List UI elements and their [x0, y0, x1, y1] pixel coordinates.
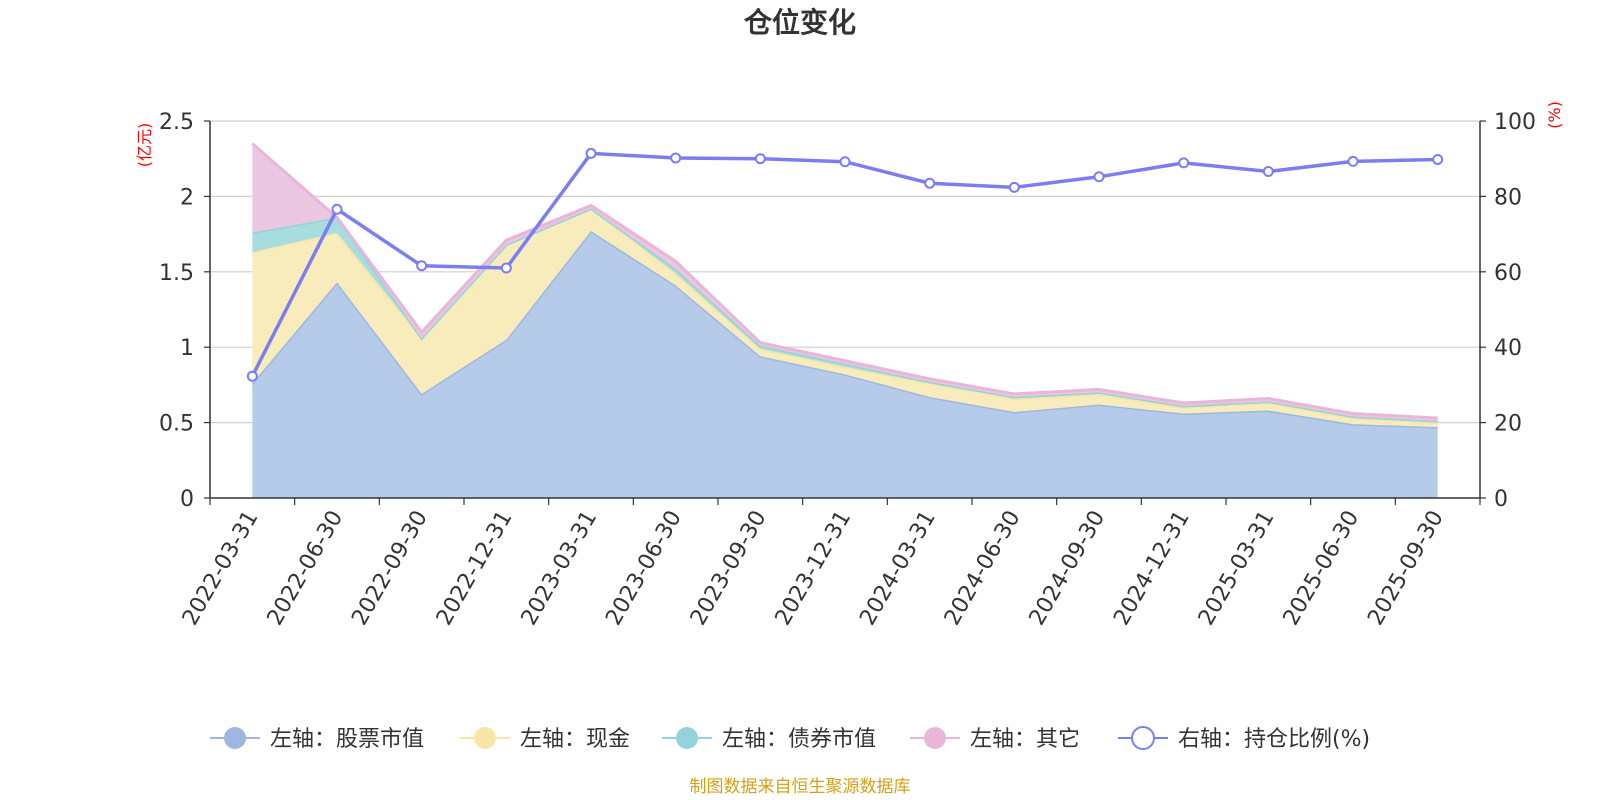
ratio-point — [1178, 157, 1190, 169]
x-tick-label: 2024-06-30 — [940, 506, 1026, 629]
ratio-point — [1093, 171, 1105, 183]
x-tick-label: 2022-09-30 — [347, 506, 433, 629]
x-tick-label: 2025-03-31 — [1194, 507, 1280, 630]
left-tick-label: 0.5 — [159, 412, 194, 437]
legend-marker — [224, 727, 246, 749]
right-tick-label: 100 — [1494, 110, 1536, 135]
legend-item: 右轴：持仓比例(%) — [1118, 726, 1370, 752]
x-tick-label: 2022-12-31 — [432, 507, 518, 630]
legend-marker — [1131, 726, 1155, 750]
right-tick-label: 60 — [1494, 261, 1522, 286]
legend-label: 左轴：现金 — [520, 727, 630, 752]
x-tick-label: 2023-12-31 — [771, 507, 857, 630]
right-tick-label: 20 — [1494, 412, 1522, 437]
x-tick-label: 2025-06-30 — [1279, 507, 1365, 630]
left-axis-name: (亿元) — [135, 123, 154, 168]
legend-item: 左轴：现金 — [460, 727, 630, 752]
x-tick-label: 2025-09-30 — [1363, 507, 1449, 630]
area-series-1 — [252, 231, 1438, 499]
ratio-point — [839, 156, 851, 168]
left-tick-label: 2.5 — [159, 110, 194, 135]
x-tick-label: 2023-06-30 — [601, 507, 687, 630]
legend-marker — [474, 727, 496, 749]
ratio-point — [1347, 155, 1359, 167]
position-ratio-line — [246, 147, 1444, 382]
ratio-point — [246, 370, 258, 382]
x-tick-label: 2024-09-30 — [1025, 507, 1111, 630]
x-tick-label: 2022-06-30 — [263, 507, 349, 630]
ratio-point — [754, 153, 766, 165]
legend-marker — [924, 727, 946, 749]
ratio-point — [1008, 181, 1020, 193]
ratio-point — [670, 152, 682, 164]
left-tick-label: 2 — [180, 185, 194, 210]
legend-label: 右轴：持仓比例(%) — [1178, 727, 1370, 752]
x-tick-label: 2023-09-30 — [686, 507, 772, 630]
legend-label: 左轴：其它 — [970, 727, 1080, 752]
ratio-point — [416, 260, 428, 272]
ratio-point — [585, 147, 597, 159]
area-edge-series-4 — [251, 142, 1438, 420]
x-tick-label: 2022-03-31 — [178, 507, 264, 630]
legend-marker — [676, 727, 698, 749]
right-tick-label: 0 — [1494, 487, 1508, 512]
data-source-note: 制图数据来自恒生聚源数据库 — [690, 777, 911, 797]
ratio-point — [331, 203, 343, 215]
x-tick-label: 2023-03-31 — [517, 507, 603, 630]
stacked-areas — [251, 142, 1438, 499]
legend-label: 左轴：股票市值 — [270, 727, 424, 752]
legend-item: 左轴：股票市值 — [210, 727, 424, 752]
right-axis-name: (%) — [1545, 101, 1564, 129]
left-tick-label: 1.5 — [159, 261, 194, 286]
legend-item: 左轴：债券市值 — [662, 727, 876, 752]
right-tick-label: 40 — [1494, 336, 1522, 361]
ratio-point — [1432, 153, 1444, 165]
ratio-point — [924, 177, 936, 189]
area-series-2 — [252, 208, 1438, 428]
x-tick-label: 2024-12-31 — [1109, 507, 1195, 630]
right-tick-label: 80 — [1494, 185, 1522, 210]
x-tick-label: 2024-03-31 — [855, 507, 941, 630]
left-tick-label: 1 — [180, 336, 194, 361]
ratio-point — [1262, 166, 1274, 178]
legend-item: 左轴：其它 — [910, 727, 1080, 752]
left-tick-label: 0 — [180, 487, 194, 512]
legend-label: 左轴：债券市值 — [722, 727, 876, 752]
ratio-point — [500, 262, 512, 274]
legend: 左轴：股票市值 左轴：现金 左轴：债券市值 左轴：其它 右轴：持仓比例(%) — [210, 726, 1370, 752]
chart-title: 仓位变化 — [744, 6, 856, 39]
